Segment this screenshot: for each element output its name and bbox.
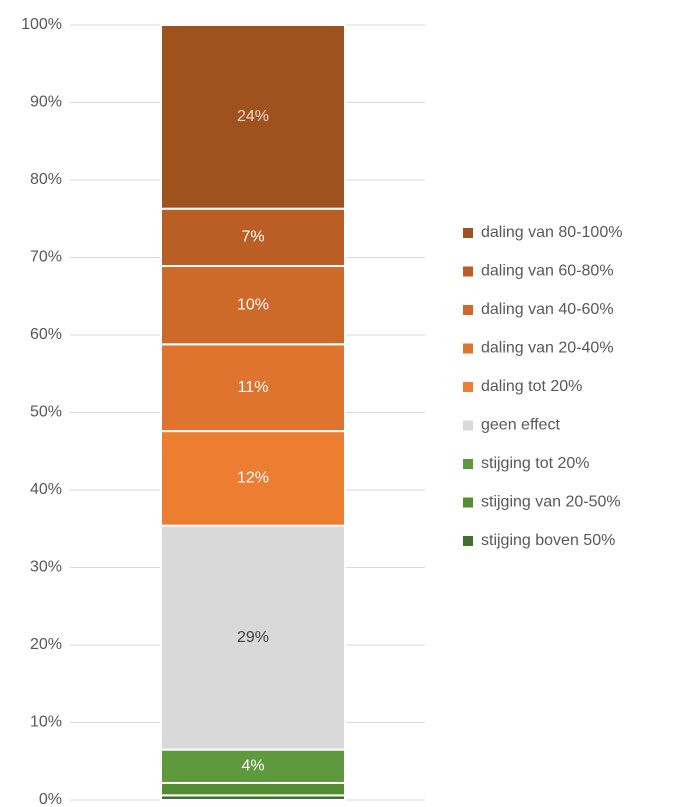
legend-swatch [463, 266, 473, 277]
y-tick-label: 30% [30, 559, 62, 576]
bar-segment [160, 430, 346, 527]
y-tick-label: 10% [30, 714, 62, 731]
bar-segment [160, 343, 346, 433]
bar-segment [160, 524, 346, 751]
y-tick-label: 60% [30, 326, 62, 343]
y-tick-label: 0% [39, 791, 62, 807]
legend-label: daling van 80-100% [481, 224, 622, 241]
legend-label: stijging boven 50% [481, 532, 615, 549]
bar-segment [160, 265, 346, 346]
legend-label: stijging van 20-50% [481, 494, 621, 511]
y-tick-label: 40% [30, 481, 62, 498]
legend-swatch [463, 536, 473, 546]
data-label: 7% [241, 229, 264, 246]
data-label: 11% [238, 379, 269, 396]
data-label: 24% [237, 108, 269, 125]
legend-swatch [463, 305, 473, 315]
y-tick-label: 20% [30, 636, 62, 653]
y-tick-label: 100% [21, 16, 62, 33]
y-tick-label: 90% [30, 94, 62, 111]
legend-label: daling van 60-80% [481, 263, 614, 280]
legend-swatch [463, 228, 473, 238]
legend-swatch [463, 343, 473, 354]
bar-segment [160, 207, 346, 268]
data-label: 12% [237, 470, 269, 487]
legend-label: stijging tot 20% [481, 455, 590, 472]
legend-swatch [463, 382, 473, 392]
legend-label: daling van 40-60% [481, 301, 614, 318]
y-tick-label: 80% [30, 171, 62, 188]
bar-segment [160, 781, 346, 797]
legend-label: geen effect [481, 417, 560, 434]
legend-swatch [463, 420, 473, 431]
y-tick-label: 70% [30, 249, 62, 266]
data-label: 10% [237, 296, 269, 313]
legend-swatch [463, 459, 473, 469]
legend-label: daling tot 20% [481, 378, 582, 395]
data-label: 4% [241, 758, 264, 775]
legend-label: daling van 20-40% [481, 340, 614, 357]
bar-segment [160, 24, 346, 210]
legend-swatch [463, 497, 473, 508]
data-label: 29% [237, 629, 269, 646]
y-tick-label: 50% [30, 404, 62, 421]
